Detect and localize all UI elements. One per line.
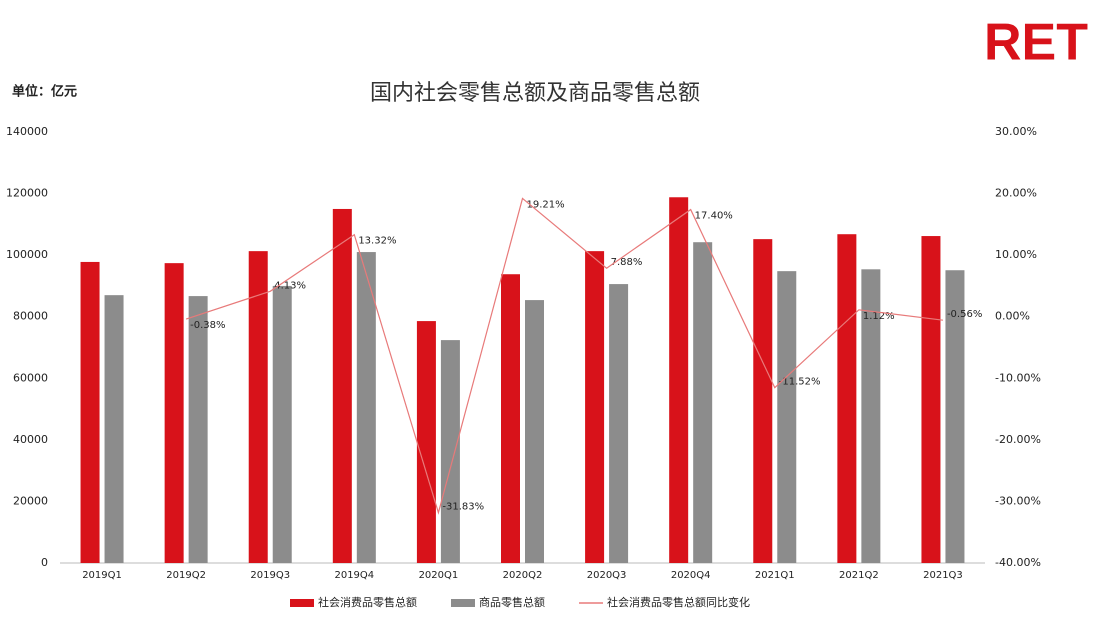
bar: [777, 271, 797, 563]
bar: [272, 285, 292, 563]
data-label: 19.21%: [527, 199, 565, 210]
x-tick-label: 2021Q3: [923, 570, 963, 581]
data-label: 13.32%: [358, 236, 396, 247]
bar: [525, 300, 544, 563]
bar: [332, 208, 352, 563]
y-tick-label: 140000: [6, 125, 48, 138]
legend-swatch: [451, 599, 475, 607]
x-tick-label: 2020Q2: [503, 570, 543, 581]
y2-tick-label: 30.00%: [995, 125, 1037, 138]
y2-tick-label: 0.00%: [995, 310, 1030, 323]
data-label: -0.38%: [190, 320, 225, 331]
x-tick-label: 2019Q3: [250, 570, 290, 581]
data-label: 7.88%: [611, 257, 643, 268]
unit-label: 单位：亿元: [12, 84, 77, 100]
bar: [921, 236, 941, 563]
y2-tick-label: -20.00%: [995, 433, 1041, 446]
y2-tick-label: -10.00%: [995, 371, 1041, 384]
bar: [861, 269, 881, 563]
x-tick-label: 2019Q4: [334, 570, 374, 581]
y2-tick-label: -40.00%: [995, 556, 1041, 569]
x-tick-label: 2020Q4: [671, 570, 711, 581]
bar: [164, 263, 184, 563]
y2-tick-label: -30.00%: [995, 494, 1041, 507]
y-tick-label: 60000: [13, 371, 48, 384]
bar: [669, 197, 689, 563]
chart-title: 国内社会零售总额及商品零售总额: [370, 81, 700, 106]
legend-label: 社会消费品零售总额: [318, 595, 417, 609]
data-label: 1.12%: [863, 311, 895, 322]
y-tick-label: 40000: [13, 433, 48, 446]
bar: [501, 274, 520, 563]
bar: [585, 251, 605, 563]
bar: [609, 284, 629, 563]
bar: [753, 239, 773, 564]
bar: [104, 295, 124, 563]
bar: [248, 251, 268, 563]
legend-label: 商品零售总额: [479, 595, 545, 609]
y2-tick-label: 20.00%: [995, 187, 1037, 200]
bar: [80, 261, 100, 563]
line: [185, 197, 944, 515]
legend-label: 社会消费品零售总额同比变化: [607, 595, 750, 609]
data-label: 4.13%: [274, 280, 306, 291]
x-tick-label: 2019Q2: [166, 570, 206, 581]
y-tick-label: 100000: [6, 248, 48, 261]
bar: [416, 321, 436, 563]
y2-tick-label: 10.00%: [995, 248, 1037, 261]
y-tick-label: 80000: [13, 310, 48, 323]
data-label: 17.40%: [695, 211, 733, 222]
bar: [440, 340, 460, 563]
logo: RET: [984, 14, 1088, 72]
data-label: -31.83%: [442, 502, 484, 513]
bar: [188, 296, 208, 563]
y-tick-label: 120000: [6, 187, 48, 200]
bar: [945, 270, 965, 563]
y-tick-label: 0: [41, 556, 48, 569]
bar: [837, 234, 857, 564]
x-tick-label: 2020Q1: [419, 570, 459, 581]
bar: [356, 252, 376, 564]
legend-swatch: [290, 599, 314, 607]
x-tick-label: 2020Q3: [587, 570, 627, 581]
x-tick-label: 2021Q1: [755, 570, 795, 581]
data-label: -0.56%: [947, 309, 982, 320]
bar: [693, 242, 713, 563]
data-label: -11.52%: [779, 377, 821, 388]
x-tick-label: 2019Q1: [82, 570, 122, 581]
y-tick-label: 20000: [13, 494, 48, 507]
x-tick-label: 2021Q2: [839, 570, 879, 581]
